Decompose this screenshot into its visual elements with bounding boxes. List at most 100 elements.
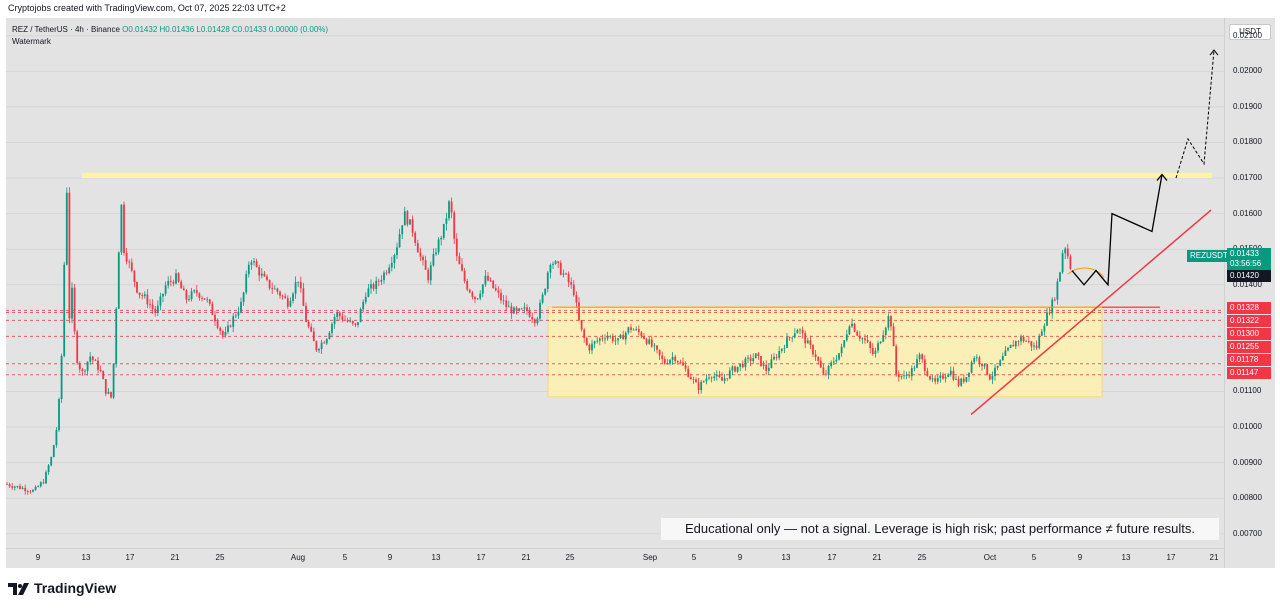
candle-body bbox=[372, 284, 375, 289]
candle-body bbox=[123, 204, 125, 253]
candle-body bbox=[388, 267, 391, 274]
candle-body bbox=[325, 339, 328, 344]
tradingview-footer[interactable]: TradingView bbox=[8, 580, 116, 596]
red-level-price-tag: 0.01300 bbox=[1227, 328, 1271, 340]
candle-body bbox=[182, 288, 185, 291]
candle-body bbox=[432, 254, 435, 266]
candle-body bbox=[822, 367, 825, 374]
candle-body bbox=[604, 338, 606, 340]
candle-body bbox=[42, 482, 45, 484]
chart-pane[interactable] bbox=[6, 18, 1224, 548]
candle-body bbox=[684, 365, 687, 369]
candle-body bbox=[99, 369, 102, 372]
candle-body bbox=[398, 234, 401, 248]
candle-body bbox=[549, 264, 552, 273]
candle-body bbox=[585, 338, 588, 346]
time-tick-label: 13 bbox=[1121, 553, 1131, 562]
projection-path bbox=[1071, 174, 1163, 287]
projection-dashed-path bbox=[1175, 49, 1215, 179]
candle-body bbox=[991, 376, 994, 380]
price-tick-label: 0.01400 bbox=[1233, 279, 1262, 289]
candle-body bbox=[190, 291, 193, 300]
candle-body bbox=[500, 292, 502, 301]
candle-body bbox=[1009, 344, 1012, 348]
candle-body bbox=[666, 363, 669, 365]
candle-body bbox=[505, 300, 508, 308]
candle-body bbox=[245, 274, 248, 293]
candle-body bbox=[552, 263, 554, 265]
candle-body bbox=[115, 308, 118, 364]
candle-body bbox=[273, 288, 276, 290]
candle-body bbox=[988, 374, 991, 380]
ohlc-values: O0.01432 H0.01436 L0.01428 C0.01433 0.00… bbox=[122, 25, 329, 34]
candle-body bbox=[78, 363, 81, 370]
candle-body bbox=[960, 378, 963, 386]
candle-body bbox=[983, 364, 986, 367]
candle-body bbox=[411, 219, 414, 233]
candle-body bbox=[580, 320, 583, 330]
candle-body bbox=[871, 347, 874, 355]
price-axis[interactable] bbox=[1224, 18, 1275, 568]
candle-body bbox=[851, 323, 853, 327]
candle-body bbox=[819, 360, 822, 368]
candle-body bbox=[492, 280, 495, 289]
candle-body bbox=[806, 340, 809, 344]
candle-body bbox=[648, 339, 651, 344]
candle-body bbox=[94, 360, 97, 361]
symbol-title[interactable]: REZ / TetherUS · 4h · Binance bbox=[12, 25, 120, 34]
candle-body bbox=[65, 192, 68, 265]
price-tick-label: 0.01700 bbox=[1233, 173, 1262, 183]
candle-body bbox=[427, 269, 430, 281]
candle-body bbox=[151, 304, 154, 309]
candle-body bbox=[567, 273, 570, 283]
candle-body bbox=[50, 457, 53, 466]
candle-body bbox=[112, 363, 115, 398]
time-axis[interactable] bbox=[6, 548, 1224, 569]
time-tick-label: 9 bbox=[387, 553, 393, 562]
candle-body bbox=[336, 312, 339, 318]
candle-body bbox=[572, 284, 575, 296]
candle-body bbox=[887, 316, 890, 328]
time-tick-label: Oct bbox=[983, 553, 997, 562]
candle-body bbox=[1030, 341, 1033, 347]
candle-body bbox=[149, 304, 151, 306]
candle-body bbox=[799, 329, 801, 331]
currency-button[interactable]: USDT bbox=[1229, 24, 1271, 40]
candle-body bbox=[133, 270, 136, 282]
candle-body bbox=[895, 346, 898, 374]
candle-body bbox=[598, 338, 601, 341]
price-tick-label: 0.02000 bbox=[1233, 66, 1262, 76]
candle-body bbox=[141, 295, 144, 297]
candle-body bbox=[897, 373, 900, 378]
candle-body bbox=[609, 336, 612, 337]
candle-body bbox=[380, 280, 383, 282]
candle-body bbox=[531, 316, 534, 320]
candle-body bbox=[21, 487, 24, 489]
candle-body bbox=[305, 305, 307, 322]
candle-body bbox=[266, 276, 268, 280]
candle-body bbox=[364, 296, 367, 302]
candle-body bbox=[947, 374, 950, 377]
candle-body bbox=[775, 356, 778, 358]
time-tick-label: 17 bbox=[827, 553, 837, 562]
candle-body bbox=[52, 445, 55, 458]
candle-body bbox=[949, 370, 952, 375]
candle-body bbox=[520, 308, 523, 310]
candle-body bbox=[1056, 281, 1059, 300]
candle-body bbox=[442, 223, 445, 238]
candle-body bbox=[908, 375, 911, 377]
candle-body bbox=[741, 363, 744, 368]
candle-body bbox=[357, 322, 359, 325]
candle-body bbox=[702, 381, 705, 383]
candle-body bbox=[1061, 253, 1064, 273]
candle-body bbox=[791, 337, 794, 339]
candle-body bbox=[546, 272, 549, 289]
candle-body bbox=[804, 333, 807, 344]
candle-body bbox=[882, 335, 885, 342]
candle-body bbox=[206, 299, 209, 301]
candle-body bbox=[37, 486, 40, 488]
candle-body bbox=[383, 272, 385, 281]
candle-body bbox=[455, 238, 458, 257]
candle-body bbox=[1007, 347, 1009, 351]
candle-body bbox=[856, 331, 859, 336]
